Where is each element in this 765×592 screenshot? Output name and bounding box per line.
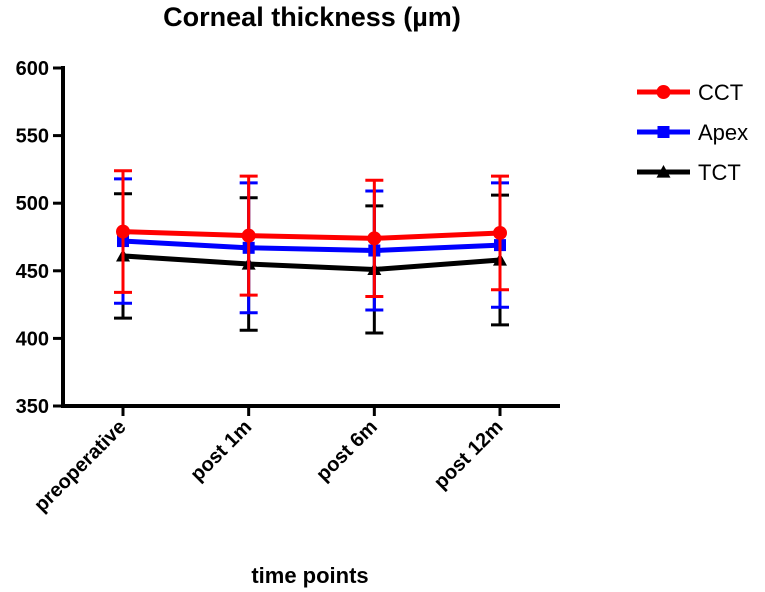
data-point-cct bbox=[241, 228, 256, 243]
y-tick-label: 550 bbox=[16, 126, 49, 148]
data-point-cct bbox=[367, 231, 382, 246]
legend-item-apex: Apex bbox=[637, 120, 748, 145]
series-apex bbox=[114, 177, 509, 315]
data-point-cct bbox=[493, 225, 507, 240]
legend: CCT Apex TCT bbox=[637, 80, 748, 185]
y-tick-label: 450 bbox=[16, 261, 49, 283]
chart-title: Corneal thickness (µm) bbox=[163, 2, 461, 32]
series-line-apex bbox=[122, 238, 501, 254]
x-tick-label: post 1m bbox=[186, 416, 256, 486]
y-tick-label: 350 bbox=[16, 396, 49, 418]
x-tick-label: post 12m bbox=[430, 416, 508, 494]
y-tick-label: 600 bbox=[16, 58, 49, 80]
legend-marker-tct bbox=[656, 165, 671, 178]
legend-marker-apex bbox=[657, 126, 670, 138]
legend-item-tct: TCT bbox=[637, 160, 741, 185]
x-tick-label: post 6m bbox=[312, 416, 382, 486]
axes: 350 400 450 500 550 600 preoperative post 1m pos… bbox=[16, 58, 560, 516]
data-point-cct bbox=[116, 224, 130, 239]
legend-marker-cct bbox=[656, 85, 671, 99]
series-cct bbox=[114, 169, 509, 298]
legend-label-tct: TCT bbox=[698, 160, 741, 185]
x-axis-title: time points bbox=[251, 563, 368, 588]
legend-item-cct: CCT bbox=[637, 80, 743, 105]
y-tick-label: 400 bbox=[16, 328, 49, 350]
series-line-cct bbox=[122, 229, 501, 241]
y-tick-label: 500 bbox=[16, 193, 49, 215]
x-tick-label: preoperative bbox=[30, 416, 130, 516]
series-layer bbox=[114, 169, 509, 335]
series-tct bbox=[114, 192, 509, 335]
series-line-tct bbox=[122, 253, 501, 272]
legend-label-apex: Apex bbox=[698, 120, 748, 145]
legend-label-cct: CCT bbox=[698, 80, 743, 105]
